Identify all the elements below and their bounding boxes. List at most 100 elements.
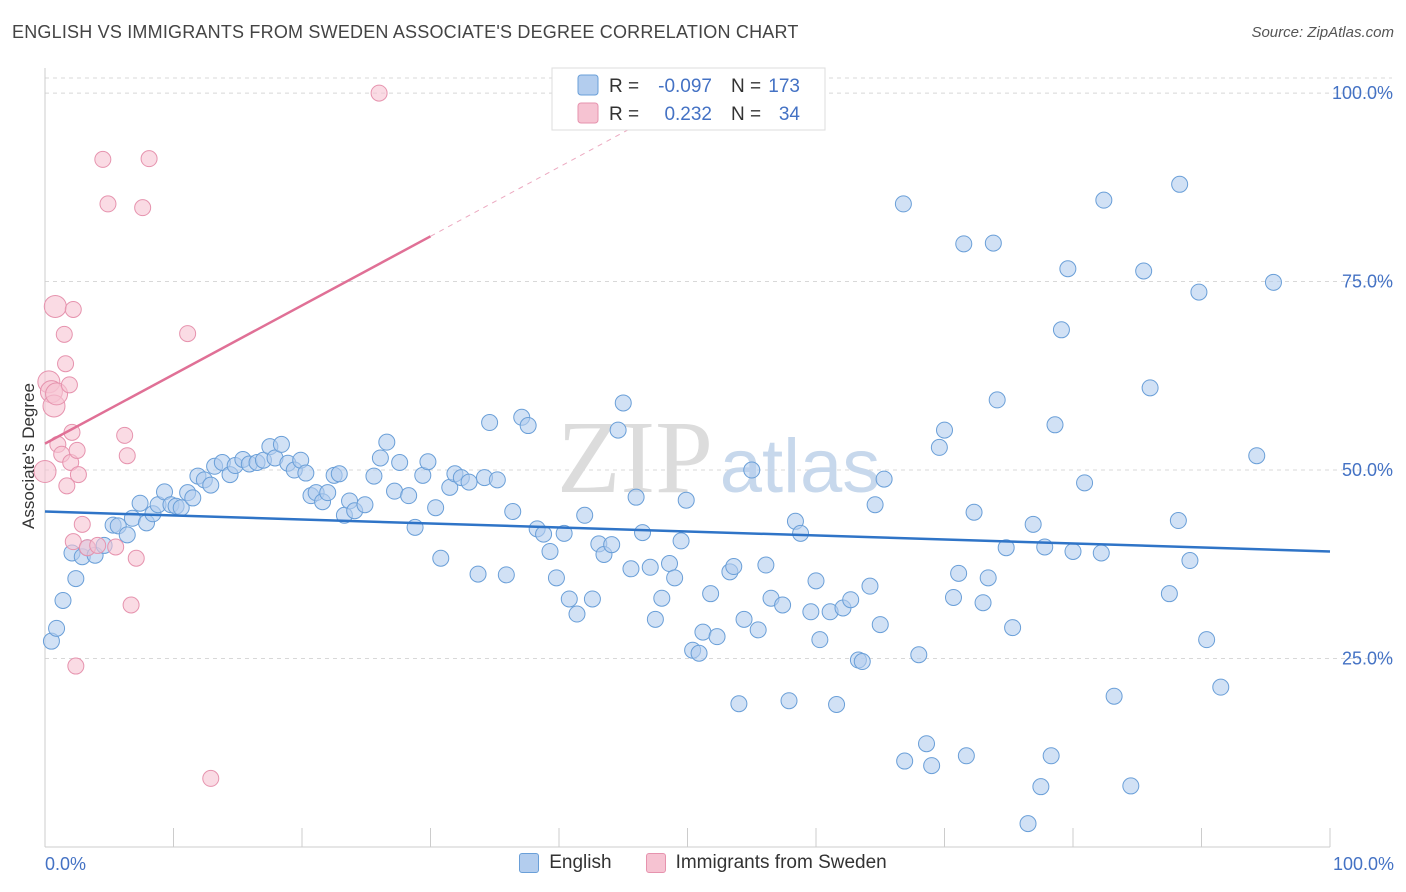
y-tick-label: 100.0% [1332, 83, 1393, 103]
legend-item-sweden: Immigrants from Sweden [645, 852, 887, 874]
english-point [694, 623, 712, 641]
legend-r-value-english: -0.097 [658, 76, 712, 97]
english-point [730, 695, 748, 713]
english-point [1198, 631, 1216, 649]
english-point [330, 465, 348, 483]
sweden-point [94, 150, 112, 168]
sweden-point [370, 84, 388, 102]
english-point [1095, 191, 1113, 209]
english-point [828, 696, 846, 714]
english-point [583, 590, 601, 608]
english-point [547, 569, 565, 587]
english-point [896, 752, 914, 770]
english-point [400, 487, 418, 505]
english-point [576, 506, 594, 524]
english-point [622, 560, 640, 578]
english-point [871, 616, 889, 634]
trend-line-english [44, 510, 1331, 553]
english-point [743, 461, 761, 479]
sweden-point [122, 596, 140, 614]
english-point [653, 589, 671, 607]
english-point [875, 470, 893, 488]
english-point [1190, 283, 1208, 301]
english-point [997, 539, 1015, 557]
legend-swatch-english [577, 74, 599, 96]
sweden-point [67, 657, 85, 675]
legend-label-english: English [549, 852, 612, 873]
english-point [661, 555, 679, 573]
english-point [807, 572, 825, 590]
sweden-point [116, 426, 134, 444]
english-point [944, 588, 962, 606]
english-point [936, 421, 953, 439]
english-point [842, 591, 860, 609]
english-point [918, 735, 936, 753]
x-tick-label-min: 0.0% [45, 854, 86, 874]
legend-r-label-english: R = [609, 76, 639, 97]
english-point [811, 631, 829, 649]
english-point [974, 594, 992, 612]
english-point [1024, 515, 1042, 533]
english-point [749, 621, 767, 639]
english-point [923, 757, 941, 775]
sweden-point [202, 769, 220, 787]
sweden-point [99, 195, 117, 213]
english-point [708, 628, 726, 646]
trend-line-sweden-extension [430, 125, 637, 237]
y-tick-label: 25.0% [1342, 649, 1393, 669]
english-point [774, 596, 792, 614]
english-point [319, 484, 337, 502]
english-point [1105, 687, 1123, 705]
english-point [634, 524, 652, 542]
english-point [184, 489, 202, 507]
english-point [1181, 552, 1199, 570]
english-point [979, 569, 997, 587]
legend-swatch-sweden [577, 102, 599, 124]
english-point [646, 610, 664, 628]
series-sweden-points [33, 84, 388, 787]
english-point [930, 438, 948, 456]
english-point [1135, 262, 1153, 280]
source-credit: Source: ZipAtlas.com [1251, 24, 1394, 41]
english-point [371, 449, 389, 467]
english-point [627, 488, 645, 506]
sweden-point [57, 355, 75, 373]
english-point [297, 464, 315, 482]
english-point [1046, 416, 1064, 434]
english-point [666, 569, 684, 587]
english-point [1248, 447, 1266, 465]
sweden-point [33, 460, 57, 484]
english-point [894, 195, 912, 213]
english-point [690, 644, 708, 662]
english-point [519, 417, 537, 435]
english-point [118, 526, 136, 544]
sweden-point [55, 325, 73, 343]
sweden-point [73, 515, 91, 533]
english-point [780, 692, 798, 710]
english-point [1076, 474, 1094, 492]
trend-lines [44, 125, 1331, 553]
legend-r-value-sweden: 0.232 [664, 104, 712, 125]
legend-swatch-sweden-bottom [645, 853, 666, 873]
english-point [957, 747, 975, 765]
sweden-point [107, 538, 125, 556]
legend-n-value-english: 173 [768, 76, 800, 97]
english-point [1141, 379, 1159, 397]
legend-label-sweden: Immigrants from Sweden [675, 852, 887, 873]
english-point [984, 234, 1002, 252]
english-point [1092, 544, 1110, 562]
english-point [853, 653, 871, 671]
english-point [1064, 542, 1082, 560]
english-point [1122, 777, 1140, 795]
legend-r-label-sweden: R = [609, 104, 639, 125]
sweden-point [58, 477, 76, 495]
watermark-atlas: atlas [720, 424, 881, 509]
english-point [965, 503, 983, 521]
english-point [356, 496, 374, 514]
sweden-point [134, 199, 152, 217]
english-point [560, 590, 578, 608]
legend-swatch-english-bottom [519, 853, 540, 873]
english-point [1019, 815, 1037, 833]
english-point [378, 433, 396, 451]
english-point [202, 476, 220, 494]
